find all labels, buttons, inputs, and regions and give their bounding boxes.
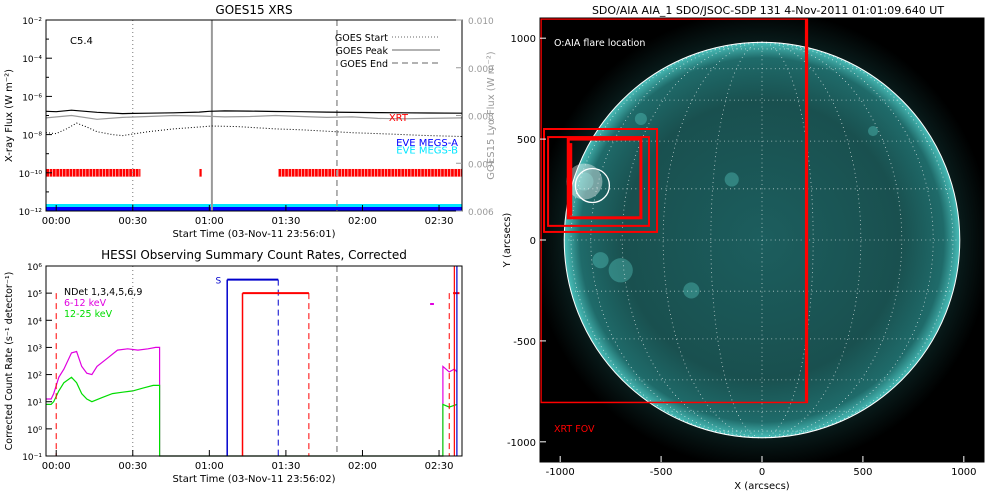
hessi-y-tick-label: 10⁴ <box>27 317 42 327</box>
hessi-x-tick-label: 01:00 <box>195 461 224 472</box>
active-region-glow <box>608 258 633 283</box>
hessi-x-tick-label: 00:30 <box>118 461 147 472</box>
goes-legend-label: GOES Start <box>335 33 388 44</box>
hessi-legend-label: NDet 1,3,4,5,6,9 <box>64 287 142 298</box>
goes-y2-tick-label: 0.010 <box>468 17 494 27</box>
hessi-y-tick-label: 10³ <box>27 344 42 354</box>
hessi-y-tick-label: 10² <box>27 372 42 382</box>
aia-x-tick-label: -500 <box>650 467 673 478</box>
hessi-x-tick-label: 02:00 <box>348 461 377 472</box>
eve-megs-a-coverage-bar <box>46 207 462 211</box>
hessi-y-tick-label: 10⁶ <box>27 263 42 273</box>
aia-title: SDO/AIA AIA_1 SDO/JSOC-SDP 131 4-Nov-201… <box>592 4 944 17</box>
aia-x-tick-label: -1000 <box>546 467 575 478</box>
hessi-y-tick-label: 10⁵ <box>27 290 42 300</box>
solar-longitude-line <box>710 41 763 439</box>
flare-box <box>547 136 650 227</box>
hessi-series-0 <box>46 346 458 457</box>
goes-y-tick-label: 10⁻² <box>22 17 42 27</box>
goes-x-tick-label: 02:00 <box>348 216 377 227</box>
flare-location-circle <box>574 167 611 204</box>
hessi-legend-label: 6-12 keV <box>64 298 107 309</box>
flare-box <box>543 128 659 233</box>
flare-box-thick-edge <box>567 143 573 216</box>
goes-y-axis-label: X-ray Flux (W m⁻²) <box>4 69 15 162</box>
aia-x-axis-label: X (arcsecs) <box>734 481 790 492</box>
solar-longitude-line <box>761 41 814 439</box>
solar-disk <box>564 42 960 438</box>
flare-bright-core <box>566 163 603 200</box>
hessi-legend-label: 12-25 keV <box>64 309 113 320</box>
active-region-glow <box>634 112 647 125</box>
goes-annotation-label: EVE MEGS-A <box>396 138 458 149</box>
goes-y-tick-label: 10⁻⁴ <box>22 55 42 65</box>
solar-longitude-line <box>761 41 903 439</box>
goes-x-tick-label: 02:30 <box>425 216 454 227</box>
hessi-y-tick-label: 10¹ <box>27 399 42 409</box>
hessi-y-axis-label: Corrected Count Rate (s⁻¹ detector⁻¹) <box>4 272 15 451</box>
solar-limb <box>563 41 961 439</box>
aia-y-tick-label: 0 <box>530 236 536 247</box>
aia-y-tick-label: -1000 <box>507 438 536 449</box>
active-region-glow <box>592 252 609 269</box>
hessi-series-1 <box>46 376 458 457</box>
goes-y2-tick-label: 0.008 <box>468 113 494 123</box>
aia-x-tick-label: 1000 <box>951 467 976 478</box>
goes-y-tick-label: 10⁻⁶ <box>22 93 42 103</box>
goes-title: GOES15 XRS <box>215 3 292 17</box>
aia-flare-location-label: O:AIA flare location <box>554 38 645 49</box>
aia-xrt-fov-label: XRT FOV <box>554 424 595 435</box>
goes-x-tick-label: 01:00 <box>195 216 224 227</box>
goes-flare-class-label: C5.4 <box>70 36 93 47</box>
hessi-saa-label: S <box>215 277 221 287</box>
active-region-glow <box>575 172 594 191</box>
goes-series-2 <box>45 114 463 120</box>
xrt-coverage-bar <box>199 168 202 177</box>
goes-annotation-label: EVE MEGS-B <box>396 146 458 157</box>
goes-x-tick-label: 00:00 <box>42 216 71 227</box>
goes-y2-tick-label: 0.006 <box>468 208 494 218</box>
eve-megs-b-coverage-bar <box>46 204 462 207</box>
active-region-glow <box>867 125 879 137</box>
aia-y-tick-label: -500 <box>513 337 536 348</box>
goes-y2-tick-label: 0.009 <box>468 65 494 75</box>
xrt-coverage-bar <box>46 168 141 177</box>
goes-y-tick-label: 10⁻¹⁰ <box>19 170 43 180</box>
goes-legend-label: GOES Peak <box>336 46 389 57</box>
hessi-plot-frame <box>45 265 463 457</box>
goes-y-tick-label: 10⁻⁸ <box>22 132 42 142</box>
goes-annotation-label: XRT <box>389 113 409 124</box>
hessi-x-axis-label: Start Time (03-Nov-11 23:56:02) <box>172 474 335 485</box>
goes-series-1 <box>45 122 463 137</box>
hessi-title: HESSI Observing Summary Count Rates, Cor… <box>101 248 407 262</box>
solar-longitude-line <box>621 41 763 439</box>
hessi-x-tick-label: 01:30 <box>271 461 300 472</box>
aia-y-tick-label: 500 <box>517 135 536 146</box>
xrt-coverage-bar <box>278 168 462 177</box>
goes-x-tick-label: 00:30 <box>118 216 147 227</box>
goes-legend-label: GOES End <box>340 59 388 70</box>
hessi-y-tick-label: 10⁻¹ <box>22 453 42 463</box>
aia-y-axis-label: Y (arcsecs) <box>502 213 513 269</box>
aia-plot-area: O:AIA flare location XRT FOV <box>540 18 984 462</box>
goes-x-tick-label: 01:30 <box>271 216 300 227</box>
goes-x-axis-label: Start Time (03-Nov-11 23:56:01) <box>172 229 335 240</box>
aia-x-tick-label: 500 <box>853 467 872 478</box>
sdo-aia-image-panel: SDO/AIA AIA_1 SDO/JSOC-SDP 131 4-Nov-201… <box>502 4 985 492</box>
hessi-count-rate-chart: HESSI Observing Summary Count Rates, Cor… <box>4 248 463 485</box>
active-region-glow <box>724 172 739 187</box>
hessi-y-tick-label: 10⁰ <box>27 426 42 436</box>
solar-longitude-line <box>761 41 862 439</box>
goes-xrs-chart: GOES15 XRS 10⁻¹² 10⁻¹⁰ 10⁻⁸ 10⁻⁶ 10⁻⁴ 10⁻² 0.00… <box>4 3 497 240</box>
goes-y2-tick-label: 0.007 <box>468 160 494 170</box>
solar-longitude-line <box>662 41 763 439</box>
hessi-x-tick-label: 02:30 <box>425 461 454 472</box>
goes-y2-axis-label: GOES15 Lyα Flux (W m⁻²) <box>486 51 497 179</box>
goes-series-0 <box>45 109 463 115</box>
goes-y-tick-label: 10⁻¹² <box>19 208 43 218</box>
active-region-glow <box>683 282 700 299</box>
aia-x-tick-label: 0 <box>759 467 765 478</box>
aia-y-tick-label: 1000 <box>511 34 536 45</box>
hessi-x-tick-label: 00:00 <box>42 461 71 472</box>
